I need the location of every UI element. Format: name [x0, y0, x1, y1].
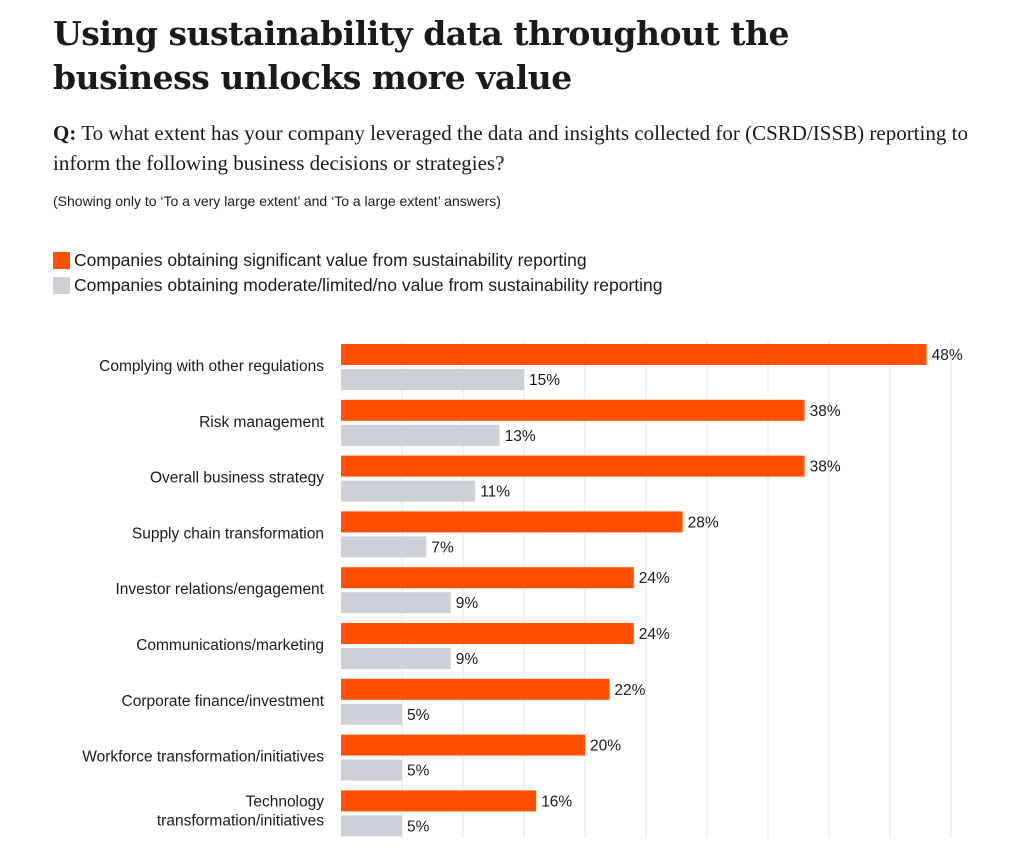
data-label: 7% — [431, 539, 454, 556]
data-label: 20% — [590, 738, 621, 755]
legend-swatch-significant — [53, 252, 70, 269]
bar-significant — [341, 567, 634, 589]
bar-significant — [341, 344, 927, 365]
data-label: 13% — [505, 428, 536, 445]
bar-moderate — [341, 369, 524, 390]
survey-question: Q: To what extent has your company lever… — [53, 118, 983, 178]
bar-significant — [341, 399, 805, 421]
bar-moderate — [341, 759, 402, 781]
legend-item-significant: Companies obtaining significant value fr… — [53, 248, 663, 273]
category-label: Workforce transformation/initiatives — [82, 749, 324, 766]
question-prefix: Q: — [53, 121, 77, 145]
bar-significant — [341, 734, 585, 756]
legend-label: Companies obtaining moderate/limited/no … — [74, 275, 663, 295]
chart-note: (Showing only to ‘To a very large extent… — [53, 193, 501, 209]
legend-swatch-moderate — [53, 277, 70, 294]
category-label: Overall business strategy — [150, 470, 324, 487]
data-label: 16% — [541, 793, 572, 810]
data-label: 9% — [456, 651, 479, 668]
data-label: 15% — [529, 372, 560, 389]
category-label: Supply chain transformation — [132, 525, 324, 542]
data-label: 5% — [407, 707, 430, 724]
legend: Companies obtaining significant value fr… — [53, 248, 663, 298]
bar-significant — [341, 511, 683, 533]
bar-significant — [341, 790, 537, 812]
data-label: 38% — [810, 459, 841, 476]
data-label: 24% — [639, 626, 670, 643]
data-label: 38% — [810, 403, 841, 420]
data-label: 28% — [688, 514, 719, 531]
data-label: 24% — [639, 570, 670, 587]
bar-significant — [341, 455, 805, 477]
category-label: Technology transformation/initiatives — [157, 793, 324, 829]
category-label: Communications/marketing — [136, 637, 324, 654]
bar-moderate — [341, 815, 402, 837]
category-label: Corporate finance/investment — [122, 693, 325, 710]
chart-title: Using sustainability data throughout the… — [53, 14, 789, 97]
data-label: 11% — [480, 484, 510, 501]
bar-moderate — [341, 424, 500, 446]
question-text: To what extent has your company leverage… — [53, 121, 968, 175]
bar-significant — [341, 678, 610, 700]
category-label: Investor relations/engagement — [115, 581, 324, 598]
category-label: Complying with other regulations — [99, 358, 324, 375]
bar-moderate — [341, 592, 451, 614]
data-label: 48% — [932, 347, 963, 364]
data-label: 22% — [614, 682, 645, 699]
bar-significant — [341, 623, 634, 644]
bar-moderate — [341, 703, 402, 725]
bar-moderate — [341, 648, 451, 669]
data-label: 5% — [407, 818, 430, 835]
data-label: 9% — [456, 595, 479, 612]
bar-moderate — [341, 536, 427, 558]
bar-moderate — [341, 480, 476, 502]
legend-label: Companies obtaining significant value fr… — [74, 250, 587, 270]
legend-item-moderate: Companies obtaining moderate/limited/no … — [53, 273, 663, 298]
category-label: Risk management — [199, 414, 325, 431]
data-label: 5% — [407, 763, 430, 780]
